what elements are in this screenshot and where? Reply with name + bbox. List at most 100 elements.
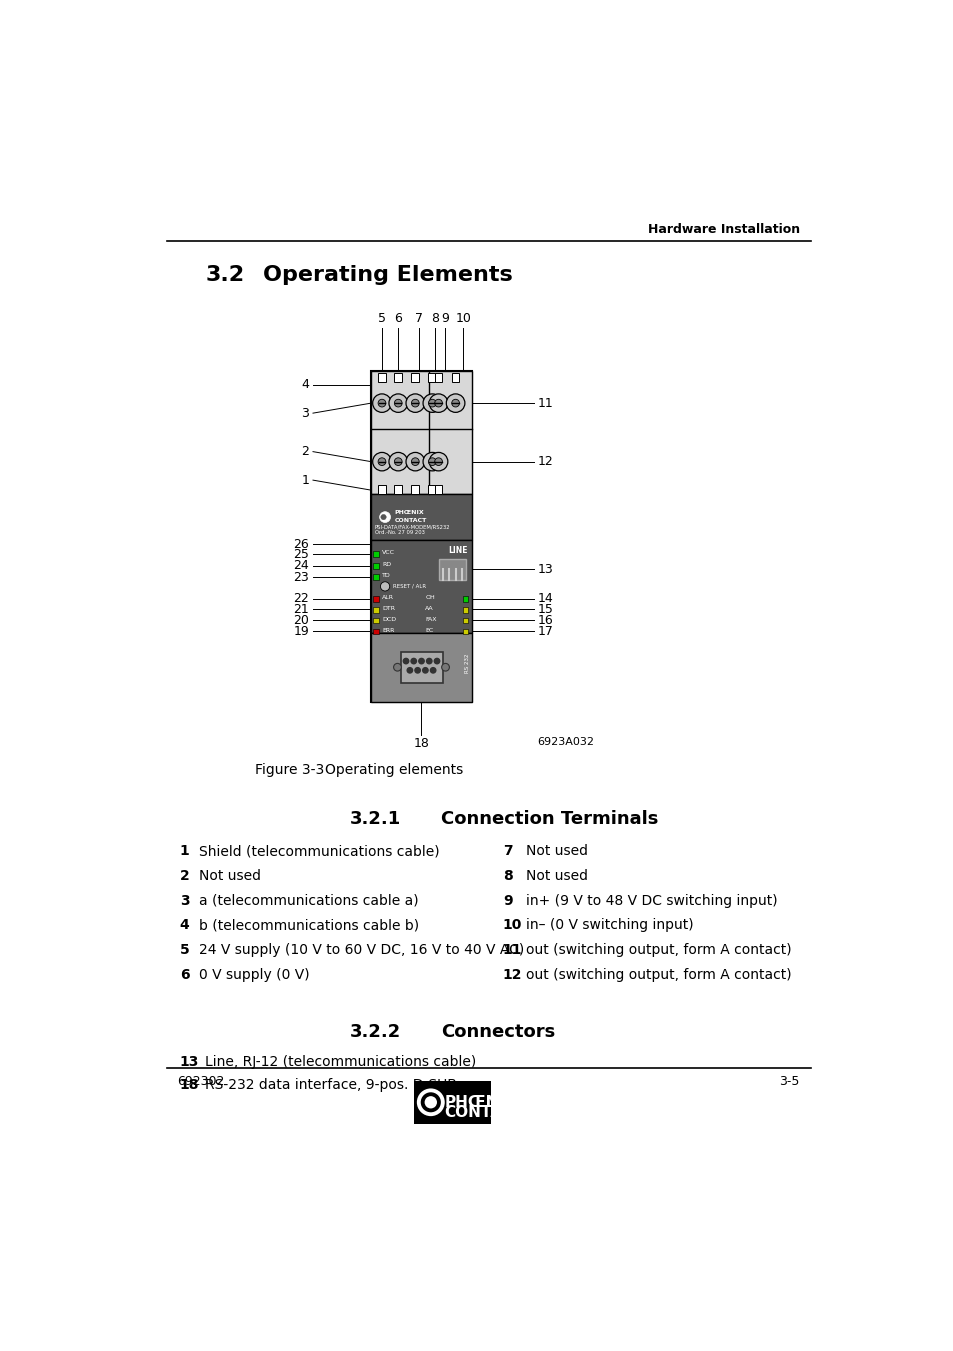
Text: 4: 4 — [179, 919, 190, 932]
Text: DCD: DCD — [381, 617, 395, 621]
Bar — [435, 373, 442, 382]
Circle shape — [407, 667, 412, 673]
Text: 1: 1 — [301, 474, 309, 486]
Text: 5: 5 — [179, 943, 190, 957]
Text: RD: RD — [381, 562, 391, 566]
Text: a (telecommunications cable a): a (telecommunications cable a) — [199, 893, 418, 908]
Text: 11: 11 — [537, 397, 553, 409]
Circle shape — [426, 658, 432, 663]
Bar — [400, 651, 443, 682]
Text: 25: 25 — [293, 547, 309, 561]
Text: Ord.-No. 27 09 203: Ord.-No. 27 09 203 — [375, 530, 424, 535]
Text: out (switching output, form A contact): out (switching output, form A contact) — [525, 967, 791, 982]
Text: 12: 12 — [537, 455, 553, 469]
Circle shape — [424, 1096, 436, 1108]
Bar — [439, 559, 466, 580]
Text: 6: 6 — [394, 312, 402, 324]
Text: Connection Terminals: Connection Terminals — [440, 809, 658, 828]
Text: Figure 3-3: Figure 3-3 — [254, 763, 324, 777]
Text: RS 232: RS 232 — [464, 654, 469, 673]
Bar — [411, 485, 418, 494]
Bar — [371, 370, 472, 703]
Text: in– (0 V switching input): in– (0 V switching input) — [525, 919, 693, 932]
Text: Not used: Not used — [525, 844, 587, 858]
Text: Not used: Not used — [525, 869, 587, 884]
Text: 6923A032: 6923A032 — [537, 736, 594, 747]
Text: 2: 2 — [301, 444, 309, 458]
Text: 6: 6 — [179, 967, 189, 982]
Text: 13: 13 — [537, 563, 553, 576]
Text: ERR: ERR — [381, 628, 394, 632]
Text: in+ (9 V to 48 V DC switching input): in+ (9 V to 48 V DC switching input) — [525, 893, 777, 908]
Bar — [373, 574, 378, 580]
Text: 18: 18 — [414, 736, 429, 750]
Text: 8: 8 — [502, 869, 512, 884]
Text: 17: 17 — [537, 624, 553, 638]
Text: 8: 8 — [430, 312, 438, 324]
Text: CONTACT: CONTACT — [394, 517, 426, 523]
Text: Not used: Not used — [199, 869, 261, 884]
Circle shape — [373, 394, 391, 412]
Circle shape — [403, 658, 408, 663]
Text: AA: AA — [425, 607, 434, 611]
Text: 19: 19 — [294, 624, 309, 638]
Text: EC: EC — [425, 628, 434, 632]
Text: 24: 24 — [294, 559, 309, 571]
Circle shape — [394, 663, 401, 671]
Text: 3: 3 — [301, 407, 309, 420]
Bar — [452, 373, 459, 382]
Text: Operating Elements: Operating Elements — [262, 265, 512, 285]
Text: 13: 13 — [179, 1055, 199, 1070]
Text: VCC: VCC — [381, 550, 395, 555]
Circle shape — [416, 1089, 444, 1116]
Bar — [373, 607, 378, 612]
Bar — [394, 485, 402, 494]
Text: FAX: FAX — [425, 617, 436, 621]
Bar — [373, 617, 378, 623]
Circle shape — [452, 400, 459, 407]
Circle shape — [415, 667, 420, 673]
Circle shape — [394, 458, 402, 466]
Text: 692302: 692302 — [177, 1075, 225, 1089]
Bar — [377, 485, 385, 494]
Bar — [394, 373, 402, 382]
Text: 10: 10 — [502, 919, 521, 932]
Text: 3.2.1: 3.2.1 — [349, 809, 400, 828]
Text: 15: 15 — [537, 603, 553, 616]
Text: RESET / ALR: RESET / ALR — [393, 584, 425, 589]
Circle shape — [377, 458, 385, 466]
Text: DTR: DTR — [381, 607, 395, 611]
Text: 3.2.2: 3.2.2 — [349, 1023, 400, 1042]
Bar — [462, 628, 468, 634]
Bar — [377, 373, 385, 382]
Text: 2: 2 — [179, 869, 190, 884]
Text: 7: 7 — [415, 312, 423, 324]
Text: 3: 3 — [179, 893, 189, 908]
Text: CONTACT: CONTACT — [444, 1105, 524, 1120]
Text: Connectors: Connectors — [440, 1023, 555, 1042]
Text: out (switching output, form A contact): out (switching output, form A contact) — [525, 943, 791, 957]
Text: Operating elements: Operating elements — [324, 763, 462, 777]
Text: 7: 7 — [502, 844, 512, 858]
Circle shape — [422, 667, 428, 673]
Text: 9: 9 — [440, 312, 448, 324]
Bar — [411, 373, 418, 382]
Circle shape — [411, 458, 418, 466]
Circle shape — [411, 400, 418, 407]
Circle shape — [389, 453, 407, 471]
Circle shape — [380, 582, 390, 590]
Text: 12: 12 — [502, 967, 522, 982]
Text: PSI-DATA/FAX-MODEM/RS232: PSI-DATA/FAX-MODEM/RS232 — [375, 524, 450, 530]
Circle shape — [389, 394, 407, 412]
Text: 22: 22 — [294, 592, 309, 605]
Bar — [371, 494, 472, 540]
Text: RS-232 data interface, 9-pos. D-SUB: RS-232 data interface, 9-pos. D-SUB — [205, 1078, 456, 1093]
Text: 3.2: 3.2 — [206, 265, 245, 285]
Bar — [373, 551, 378, 557]
Text: 5: 5 — [377, 312, 386, 324]
Bar — [371, 540, 472, 632]
Text: Hardware Installation: Hardware Installation — [647, 223, 799, 236]
Text: 14: 14 — [537, 592, 553, 605]
Text: 26: 26 — [294, 538, 309, 551]
Bar — [373, 596, 378, 601]
